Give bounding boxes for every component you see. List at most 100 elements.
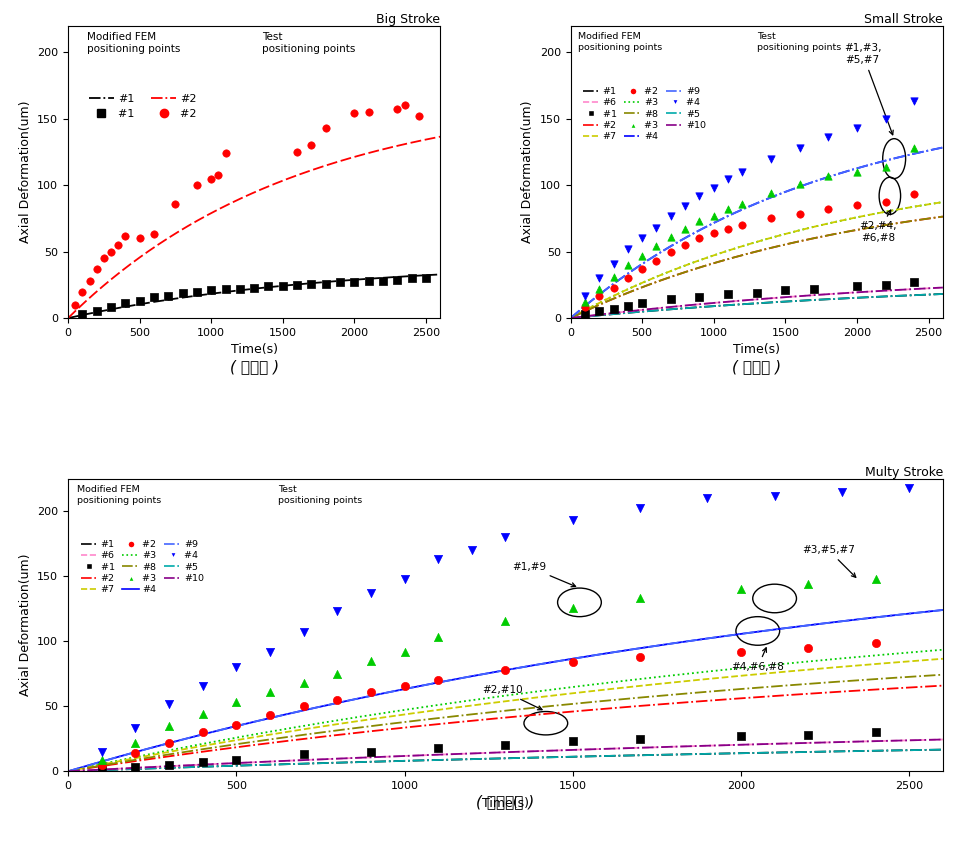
- Point: [868, 726, 884, 740]
- Point: [303, 277, 319, 291]
- Point: [94, 745, 110, 758]
- Point: [431, 631, 446, 644]
- Point: [364, 745, 379, 758]
- Point: [620, 272, 636, 285]
- Point: [677, 200, 693, 213]
- Point: [67, 298, 83, 312]
- Point: [778, 284, 793, 297]
- Point: [878, 278, 893, 291]
- Point: [275, 279, 291, 293]
- Point: [318, 277, 333, 291]
- Point: [632, 650, 647, 664]
- Point: [194, 755, 210, 769]
- Point: [834, 485, 850, 499]
- Point: [632, 732, 647, 746]
- Text: Test
positioning points: Test positioning points: [278, 485, 363, 505]
- Text: #2,#10: #2,#10: [482, 686, 542, 710]
- X-axis label: Time(s): Time(s): [482, 796, 529, 810]
- Point: [290, 145, 305, 159]
- Point: [720, 222, 736, 236]
- Point: [792, 141, 808, 155]
- Point: [700, 492, 715, 506]
- Point: [94, 758, 110, 771]
- Legend: #1, #6, #1 , #2, #7, #2 , #3, #8, #3 , #4, #9, #4 , #5, #10: #1, #6, #1 , #2, #7, #2 , #3, #8, #3 , #…: [579, 83, 710, 145]
- Point: [397, 572, 412, 586]
- Point: [431, 553, 446, 566]
- Point: [498, 530, 513, 544]
- Point: [767, 489, 782, 503]
- Point: [735, 197, 750, 211]
- Point: [211, 168, 226, 182]
- Point: [194, 707, 210, 721]
- Point: [820, 169, 836, 183]
- Point: [692, 231, 708, 245]
- Point: [75, 285, 90, 298]
- Point: [295, 747, 311, 761]
- Text: #3,#5,#7: #3,#5,#7: [802, 545, 855, 578]
- Point: [763, 152, 779, 165]
- Point: [103, 245, 119, 259]
- Point: [347, 106, 363, 120]
- Point: [146, 290, 161, 303]
- Point: [907, 188, 922, 201]
- Point: [577, 308, 593, 321]
- Point: [648, 254, 664, 267]
- Text: ( 소행정 ): ( 소행정 ): [732, 359, 781, 374]
- Point: [907, 141, 922, 155]
- Point: [246, 281, 261, 295]
- Point: [397, 679, 412, 692]
- Point: [146, 227, 161, 241]
- Point: [749, 286, 765, 300]
- Point: [706, 226, 721, 240]
- Point: [190, 285, 205, 298]
- Point: [431, 674, 446, 687]
- Point: [228, 752, 244, 766]
- Y-axis label: Axial Deformation(um): Axial Deformation(um): [18, 554, 32, 697]
- Point: [262, 686, 278, 699]
- Point: [620, 299, 636, 313]
- Point: [228, 696, 244, 710]
- Point: [577, 301, 593, 315]
- Point: [228, 717, 244, 731]
- Point: [850, 121, 865, 135]
- Point: [907, 275, 922, 289]
- Point: [792, 207, 808, 221]
- Point: [431, 741, 446, 755]
- Point: [375, 274, 391, 288]
- Point: [606, 257, 621, 271]
- Legend: #1, #1 , #2, #2 : #1, #1 , #2, #2: [85, 90, 205, 123]
- Point: [94, 763, 110, 776]
- Point: [303, 139, 319, 153]
- Point: [498, 614, 513, 627]
- Point: [397, 644, 412, 658]
- Text: Modified FEM
positioning points: Modified FEM positioning points: [87, 32, 180, 54]
- Point: [620, 243, 636, 256]
- Point: [330, 667, 345, 680]
- Text: Big Stroke: Big Stroke: [376, 13, 440, 26]
- Text: #2,#4,
#6,#8: #2,#4, #6,#8: [859, 210, 897, 243]
- Point: [330, 604, 345, 618]
- Point: [127, 722, 143, 735]
- Point: [75, 308, 90, 321]
- Point: [565, 656, 580, 669]
- Point: [290, 278, 305, 291]
- Text: Modified FEM
positioning points: Modified FEM positioning points: [578, 32, 662, 51]
- Point: [161, 758, 177, 771]
- Point: [397, 99, 412, 112]
- Text: Small Stroke: Small Stroke: [864, 13, 943, 26]
- Point: [735, 219, 750, 232]
- Point: [648, 221, 664, 235]
- Point: [361, 105, 376, 119]
- Point: [706, 209, 721, 223]
- Point: [103, 301, 119, 315]
- Point: [190, 178, 205, 192]
- Point: [565, 734, 580, 748]
- Point: [692, 290, 708, 303]
- X-axis label: Time(s): Time(s): [230, 344, 278, 357]
- Point: [194, 679, 210, 692]
- Point: [262, 644, 278, 658]
- Point: [806, 282, 821, 296]
- Point: [620, 258, 636, 272]
- Point: [648, 239, 664, 253]
- Legend: #1, #6, #1 , #2, #7, #2 , #3, #8, #3 , #4, #9, #4 , #5, #10: #1, #6, #1 , #2, #7, #2 , #3, #8, #3 , #…: [77, 536, 208, 598]
